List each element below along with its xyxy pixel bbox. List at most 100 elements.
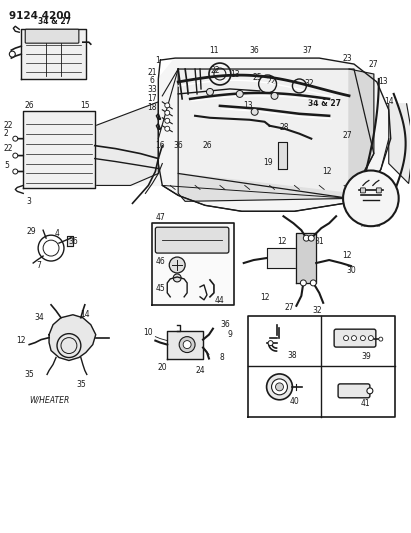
Text: 45: 45 (155, 285, 165, 293)
Text: 34: 34 (34, 313, 44, 322)
Polygon shape (178, 69, 374, 198)
Polygon shape (23, 111, 95, 188)
Text: 47: 47 (155, 213, 165, 222)
Text: 13: 13 (378, 77, 388, 86)
Circle shape (367, 388, 373, 394)
Circle shape (360, 336, 365, 341)
Circle shape (268, 341, 273, 345)
Text: 36: 36 (68, 237, 78, 246)
Polygon shape (167, 330, 203, 359)
Polygon shape (178, 173, 354, 201)
Text: 33: 33 (148, 85, 157, 94)
Polygon shape (349, 69, 374, 198)
Polygon shape (59, 58, 391, 211)
Text: 22: 22 (4, 144, 13, 153)
Text: 9124 4200: 9124 4200 (9, 11, 71, 21)
Polygon shape (61, 102, 158, 185)
Text: 38: 38 (288, 351, 297, 360)
Text: 39: 39 (361, 352, 371, 360)
Text: 32: 32 (312, 306, 322, 315)
Text: 35: 35 (24, 370, 34, 379)
Circle shape (351, 336, 356, 341)
Text: 26: 26 (24, 101, 34, 110)
Circle shape (275, 383, 284, 391)
Circle shape (236, 91, 243, 98)
FancyBboxPatch shape (360, 188, 365, 193)
Text: 15: 15 (80, 101, 90, 110)
Circle shape (165, 118, 170, 123)
Text: TURBO: TURBO (360, 223, 382, 228)
Text: 36: 36 (220, 320, 230, 329)
Text: 1: 1 (155, 55, 160, 64)
FancyBboxPatch shape (155, 227, 229, 253)
Polygon shape (21, 29, 86, 79)
Text: 12: 12 (322, 167, 332, 176)
Text: 10: 10 (143, 328, 153, 337)
FancyBboxPatch shape (376, 188, 381, 193)
Text: W/HEATER: W/HEATER (29, 396, 69, 405)
Text: 32: 32 (305, 79, 314, 88)
Circle shape (251, 108, 258, 115)
Text: 27: 27 (368, 60, 378, 69)
Text: 18: 18 (148, 103, 157, 112)
Circle shape (206, 88, 213, 95)
Text: 9: 9 (227, 330, 232, 339)
Polygon shape (49, 315, 96, 360)
Text: 26: 26 (202, 141, 212, 150)
FancyBboxPatch shape (25, 29, 79, 43)
Circle shape (267, 374, 292, 400)
Text: 22: 22 (267, 77, 276, 86)
Text: 35: 35 (76, 380, 86, 389)
Text: 27: 27 (284, 303, 294, 312)
Text: 23: 23 (342, 54, 352, 62)
Text: 13: 13 (230, 69, 240, 78)
Circle shape (368, 336, 373, 341)
Text: 22: 22 (4, 121, 13, 130)
Text: 41: 41 (361, 399, 371, 408)
Text: 20: 20 (157, 363, 167, 372)
Text: 12: 12 (342, 251, 352, 260)
Circle shape (13, 169, 18, 174)
Polygon shape (267, 248, 311, 268)
Text: 24: 24 (195, 366, 205, 375)
Circle shape (308, 235, 314, 241)
Circle shape (271, 92, 278, 99)
Polygon shape (296, 233, 316, 283)
Text: 12: 12 (277, 237, 286, 246)
Text: 12: 12 (260, 293, 269, 302)
Polygon shape (389, 104, 411, 183)
Text: 12: 12 (16, 336, 26, 345)
Text: 29: 29 (26, 227, 36, 236)
Text: 13: 13 (243, 101, 252, 110)
Circle shape (13, 153, 18, 158)
Circle shape (9, 51, 15, 57)
Text: 17: 17 (148, 94, 157, 103)
Circle shape (165, 103, 170, 108)
Text: 46: 46 (155, 256, 165, 265)
Text: 16: 16 (155, 141, 165, 150)
Circle shape (165, 110, 170, 115)
Text: 22: 22 (210, 66, 220, 75)
FancyBboxPatch shape (338, 384, 370, 398)
Circle shape (303, 235, 309, 241)
Text: 36: 36 (250, 46, 259, 55)
Text: 43: 43 (374, 214, 384, 223)
Text: 3: 3 (27, 197, 32, 206)
Circle shape (379, 337, 383, 341)
Text: 30: 30 (346, 266, 356, 276)
Polygon shape (248, 316, 395, 417)
Text: 40: 40 (289, 397, 299, 406)
Text: 37: 37 (302, 46, 312, 55)
Text: 44: 44 (215, 296, 225, 305)
Circle shape (344, 336, 349, 341)
Text: 34 & 27: 34 & 27 (37, 17, 71, 26)
Polygon shape (152, 223, 234, 305)
Text: 28: 28 (280, 123, 289, 132)
Text: 19: 19 (263, 158, 272, 167)
Text: 11: 11 (209, 46, 219, 55)
Text: 25: 25 (253, 74, 263, 83)
Text: 4: 4 (55, 229, 60, 238)
Text: 8: 8 (219, 353, 224, 362)
Text: 14: 14 (80, 310, 90, 319)
Text: 27: 27 (342, 131, 352, 140)
